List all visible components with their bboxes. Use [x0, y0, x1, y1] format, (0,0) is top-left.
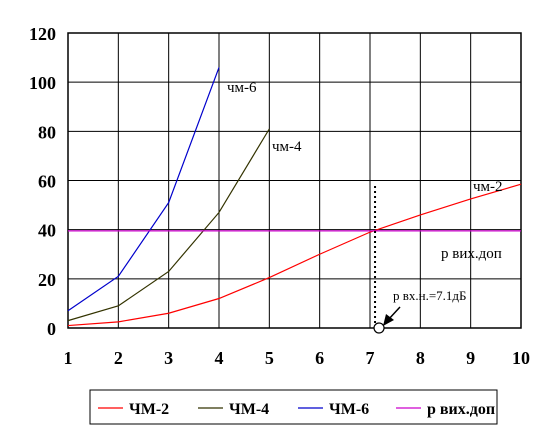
series-line-2: [67, 67, 220, 312]
annotation-label: р вх.н.=7.1дБ: [393, 288, 467, 303]
x-tick-label: 10: [512, 348, 530, 368]
legend-item-label: ЧМ-2: [129, 401, 169, 418]
legend-item-label: ЧМ-6: [329, 401, 369, 418]
series-lines: чм-2 чм-4 чм-6 р вих.доп: [67, 67, 522, 327]
annotation-arrowhead: [383, 314, 394, 326]
y-tick-label: 40: [38, 221, 56, 241]
x-tick-label: 6: [315, 348, 324, 368]
series-inline-label: чм-4: [272, 139, 302, 155]
x-tick-label: 2: [114, 348, 123, 368]
x-tick-label: 5: [265, 348, 274, 368]
plot-border: [67, 32, 522, 329]
legend-box: [89, 389, 498, 425]
y-tick-label: 20: [38, 270, 56, 290]
series-inline-label: р вих.доп: [441, 246, 502, 262]
series-line-1: [67, 128, 270, 322]
y-tick-label: 80: [38, 122, 56, 142]
y-tick-label: 100: [29, 73, 56, 93]
y-tick-label: 60: [38, 172, 56, 192]
legend-item-label: р вих.доп: [427, 401, 495, 418]
x-tick-label: 9: [466, 348, 475, 368]
grid: [67, 32, 522, 329]
annotation-marker: [373, 322, 385, 334]
y-tick-label: 0: [47, 319, 56, 339]
x-tick-label: 1: [64, 348, 73, 368]
x-tick-label: 7: [366, 348, 375, 368]
series-inline-label: чм-2: [473, 179, 503, 195]
annotation: р вх.н.=7.1дБ: [373, 186, 467, 334]
legend: ЧМ-2 ЧМ-4 ЧМ-6 р вих.доп: [89, 389, 498, 425]
y-tick-label: 120: [29, 24, 56, 44]
x-tick-label: 4: [215, 348, 224, 368]
series-line-0: [67, 183, 522, 327]
series-inline-label: чм-6: [227, 80, 257, 96]
x-tick-label: 8: [416, 348, 425, 368]
x-tick-label: 3: [164, 348, 173, 368]
legend-item-label: ЧМ-4: [229, 401, 269, 418]
